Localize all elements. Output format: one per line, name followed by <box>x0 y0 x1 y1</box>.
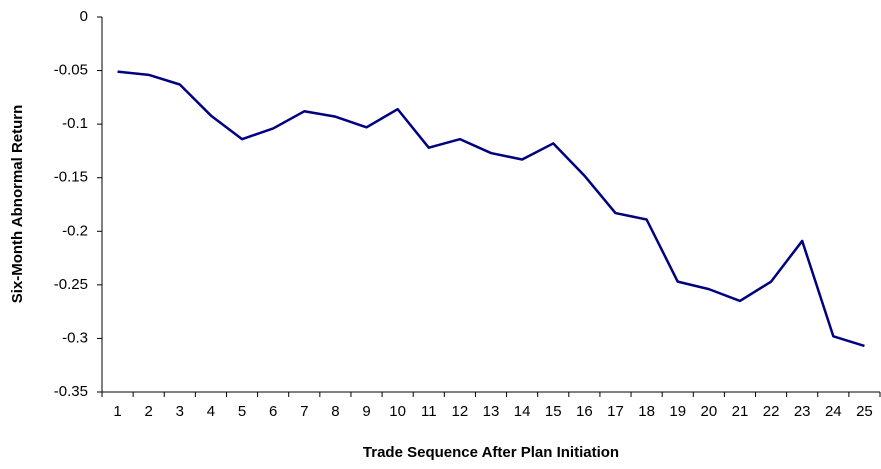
x-tick-label: 2 <box>145 403 153 420</box>
x-tick-label: 8 <box>331 403 339 420</box>
x-tick-label: 1 <box>113 403 121 420</box>
x-tick-label: 18 <box>638 403 655 420</box>
y-tick-label: -0.1 <box>62 115 88 132</box>
data-line <box>117 70 865 348</box>
x-tick-label: 17 <box>607 403 624 420</box>
x-tick-label: 3 <box>176 403 184 420</box>
x-tick-label: 25 <box>856 403 873 420</box>
x-tick-label: 10 <box>389 403 406 420</box>
y-tick-label: 0 <box>80 8 88 25</box>
x-tick-label: 19 <box>669 403 686 420</box>
x-tick-label: 22 <box>763 403 780 420</box>
y-tick-label: -0.2 <box>62 222 88 239</box>
y-tick-label: -0.35 <box>54 383 88 400</box>
x-tick-label: 7 <box>300 403 308 420</box>
x-tick-label: 12 <box>452 403 469 420</box>
y-tick-label: -0.05 <box>54 62 88 79</box>
y-tick-label: -0.25 <box>54 276 88 293</box>
x-tick-label: 14 <box>514 403 531 420</box>
y-tick-label: -0.15 <box>54 169 88 186</box>
y-tick-label: -0.3 <box>62 329 88 346</box>
x-tick-label: 24 <box>825 403 842 420</box>
y-axis-title: Six-Month Abnormal Return <box>9 105 26 304</box>
x-tick-label: 5 <box>238 403 246 420</box>
x-tick-label: 9 <box>362 403 370 420</box>
x-tick-label: 20 <box>700 403 717 420</box>
x-tick-label: 11 <box>421 403 437 420</box>
x-axis-title: Trade Sequence After Plan Initiation <box>363 444 619 461</box>
x-tick-label: 15 <box>545 403 562 420</box>
x-tick-label: 21 <box>732 403 749 420</box>
x-tick-label: 6 <box>269 403 277 420</box>
x-tick-label: 4 <box>207 403 215 420</box>
x-tick-label: 16 <box>576 403 593 420</box>
x-tick-label: 23 <box>794 403 811 420</box>
x-tick-label: 13 <box>483 403 500 420</box>
